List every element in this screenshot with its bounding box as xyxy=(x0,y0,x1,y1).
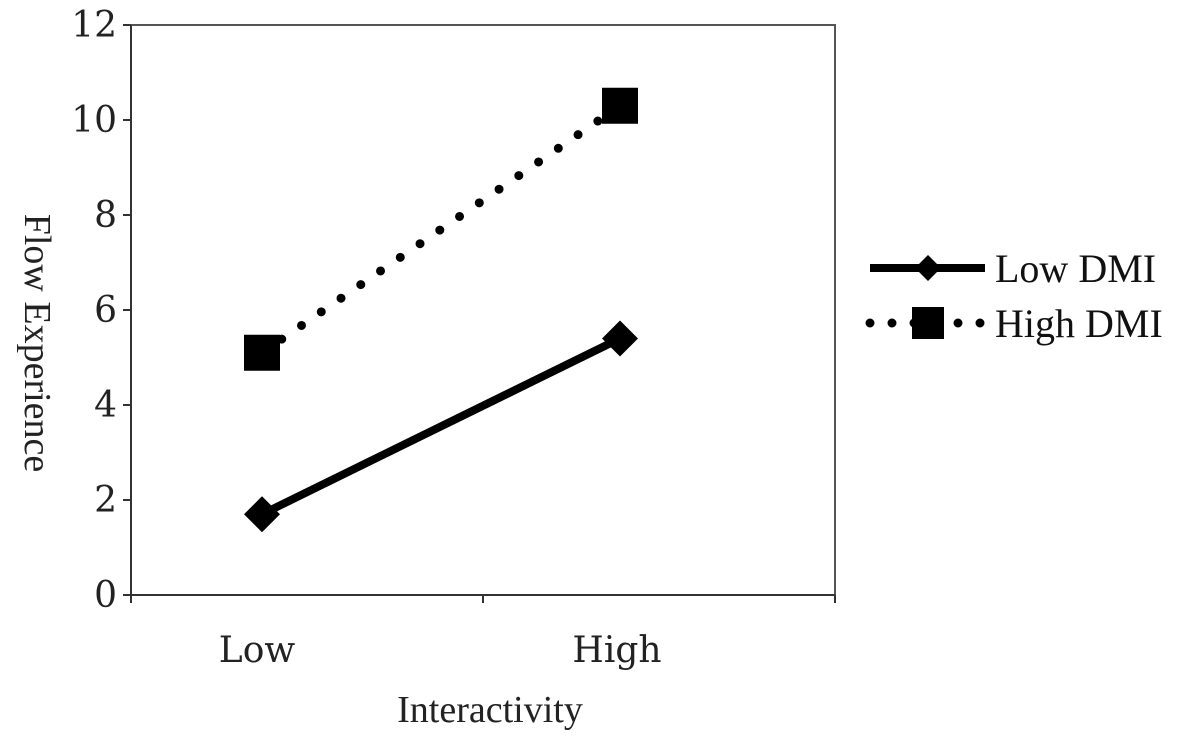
legend-swatch-marker xyxy=(912,307,944,339)
legend-swatch-marker xyxy=(915,255,941,281)
y-tick-label: 6 xyxy=(94,290,117,331)
y-tick-label: 4 xyxy=(94,385,117,426)
x-axis-ticks: Low High xyxy=(130,595,836,671)
series-high-dmi xyxy=(244,87,638,371)
x-tick-label: High xyxy=(572,630,661,671)
x-tick-label: Low xyxy=(219,630,296,671)
data-point xyxy=(602,87,638,124)
legend-label: High DMI xyxy=(995,301,1163,346)
series-low-dmi xyxy=(244,320,638,533)
x-axis-title: Interactivity xyxy=(397,689,583,731)
legend-item: Low DMI xyxy=(870,246,1156,291)
data-point xyxy=(244,496,280,533)
y-tick-label: 12 xyxy=(71,5,117,46)
series-layer xyxy=(244,87,638,533)
series-line xyxy=(260,334,622,518)
legend-item: High DMI xyxy=(865,301,1163,346)
y-tick-label: 0 xyxy=(94,575,117,616)
data-point xyxy=(244,334,280,371)
y-axis-title: Flow Experience xyxy=(16,214,58,473)
y-tick-label: 2 xyxy=(94,480,117,521)
legend: Low DMI High DMI xyxy=(865,246,1163,346)
plot-area xyxy=(130,24,836,596)
y-tick-label: 10 xyxy=(71,100,117,141)
data-point xyxy=(602,320,638,357)
legend-label: Low DMI xyxy=(995,246,1156,291)
y-axis-ticks: 0 2 4 6 8 10 12 xyxy=(71,5,131,616)
series-line xyxy=(257,101,625,358)
y-tick-label: 8 xyxy=(94,195,117,236)
